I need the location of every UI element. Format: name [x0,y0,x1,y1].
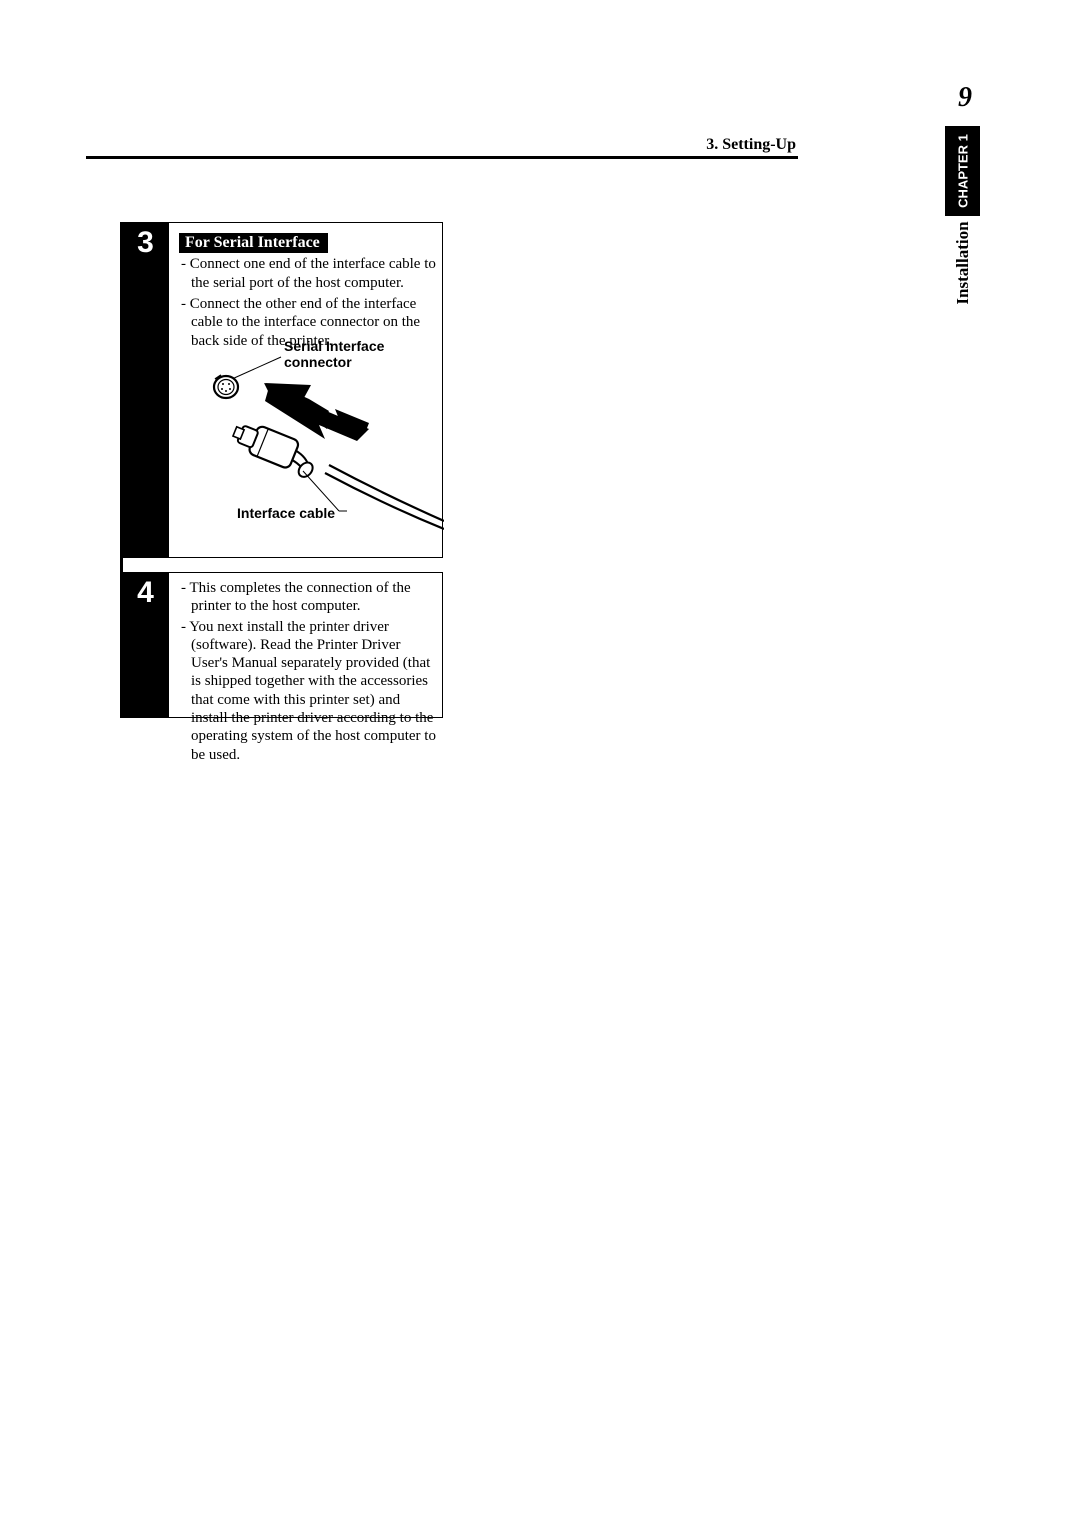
step3-box: For Serial Interface - Connect one end o… [168,222,443,558]
step4-body: - This completes the connection of the p… [175,579,438,766]
section-header: 3. Setting-Up [706,136,796,154]
main-column: 3 For Serial Interface - Connect one end… [120,222,440,718]
page: 9 3. Setting-Up CHAPTER 1 Installation 3… [0,0,1080,1528]
step3-title: For Serial Interface [179,233,328,253]
step4-number: 4 [123,572,168,610]
installation-tab: Installation [945,218,980,308]
installation-tab-label: Installation [953,221,973,304]
step4-bullet-2: - You next install the printer driver (s… [175,618,438,764]
header-rule [86,156,798,159]
step3-bullet-1: - Connect one end of the interface cable… [175,255,436,293]
page-number: 9 [958,82,972,114]
step4-bullet-1: - This completes the connection of the p… [175,579,438,616]
step4-box: - This completes the connection of the p… [168,572,443,718]
chapter-tab: CHAPTER 1 [945,126,980,216]
step3-number-block: 3 [123,222,168,558]
chapter-tab-label: CHAPTER 1 [955,134,970,208]
step4-number-block: 4 [123,572,168,718]
diagram-caption-cable: Interface cable [237,505,335,521]
step3-number: 3 [123,222,168,260]
